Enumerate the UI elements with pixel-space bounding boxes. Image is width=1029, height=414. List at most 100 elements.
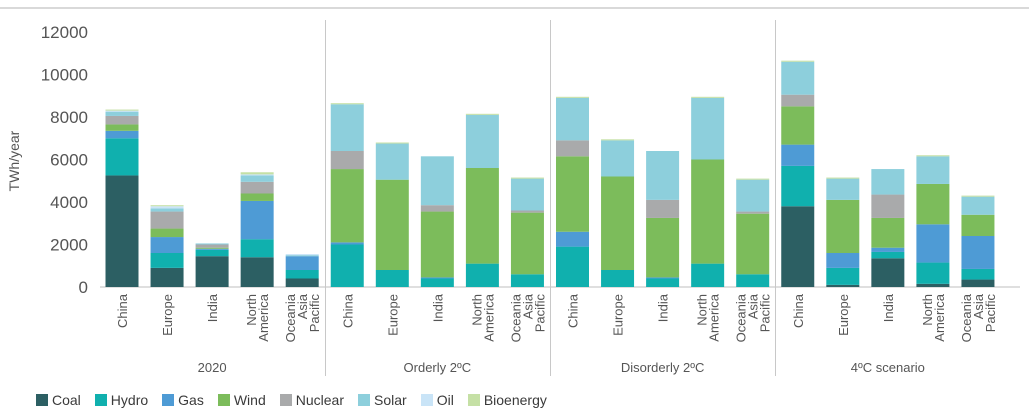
bar-hydro-india bbox=[871, 251, 905, 259]
legend-item-oil: Oil bbox=[420, 392, 454, 408]
bar-hydro-europe bbox=[601, 270, 635, 287]
x-tick-label: Asia bbox=[295, 293, 310, 319]
bar-gas-india bbox=[195, 248, 229, 250]
bar-bioenergy-north-america bbox=[691, 96, 725, 98]
bar-solar-china bbox=[105, 111, 139, 116]
bar-solar-europe bbox=[375, 143, 409, 180]
bar-nuclear-china bbox=[105, 115, 139, 125]
y-tick-label: 6000 bbox=[50, 151, 88, 170]
bar-coal-north-america bbox=[240, 257, 274, 287]
bar-bioenergy-europe bbox=[150, 205, 184, 207]
bar-coal-europe bbox=[826, 284, 860, 287]
bar-solar-oceania-asia-pacific bbox=[736, 179, 770, 212]
legend-label: Oil bbox=[436, 392, 454, 408]
x-tick-label: Europe bbox=[160, 294, 175, 336]
bar-wind-north-america bbox=[691, 159, 725, 264]
legend-label: Hydro bbox=[110, 392, 149, 408]
bar-gas-europe bbox=[150, 237, 184, 253]
x-tick-label: Oceania bbox=[508, 293, 523, 342]
x-tick-label: India bbox=[430, 293, 445, 322]
bar-solar-europe bbox=[150, 208, 184, 212]
x-tick-label: America bbox=[932, 293, 947, 341]
bar-oil-china bbox=[105, 110, 139, 112]
bar-hydro-north-america bbox=[240, 239, 274, 258]
x-tick-label: Pacific bbox=[307, 294, 322, 333]
bar-nuclear-india bbox=[195, 244, 229, 248]
legend-item-gas: Gas bbox=[162, 392, 204, 408]
bar-oil-oceania-asia-pacific bbox=[285, 254, 319, 256]
bar-hydro-china bbox=[781, 165, 815, 207]
legend-label: Gas bbox=[178, 392, 204, 408]
bar-solar-oceania-asia-pacific bbox=[285, 255, 319, 257]
bar-solar-china bbox=[330, 104, 364, 151]
bar-gas-china bbox=[556, 231, 589, 247]
bar-nuclear-india bbox=[420, 205, 454, 212]
bar-wind-north-america bbox=[240, 193, 274, 201]
group-label-3: Disorderly 2ºC bbox=[621, 360, 705, 375]
bar-hydro-india bbox=[646, 278, 680, 287]
bar-hydro-europe bbox=[375, 270, 409, 287]
bar-gas-oceania-asia-pacific bbox=[961, 236, 995, 269]
bar-solar-oceania-asia-pacific bbox=[510, 178, 544, 211]
bar-wind-europe bbox=[150, 228, 184, 238]
group-label-2: Orderly 2ºC bbox=[404, 360, 472, 375]
bar-bioenergy-china bbox=[330, 103, 364, 105]
x-tick-label: Asia bbox=[746, 293, 761, 319]
bar-bioenergy-oceania-asia-pacific bbox=[736, 178, 770, 180]
legend-label: Bioenergy bbox=[483, 392, 547, 408]
bar-hydro-europe bbox=[826, 267, 860, 285]
x-tick-label: America bbox=[707, 293, 722, 341]
bar-wind-north-america bbox=[916, 183, 950, 225]
bar-bioenergy-europe bbox=[601, 139, 635, 141]
x-tick-label: North bbox=[244, 294, 259, 326]
bar-solar-india bbox=[646, 151, 680, 200]
bar-nuclear-north-america bbox=[240, 181, 274, 194]
bar-wind-oceania-asia-pacific bbox=[510, 212, 544, 275]
legend-item-coal: Coal bbox=[36, 392, 81, 408]
y-tick-label: 0 bbox=[79, 278, 88, 297]
bar-hydro-oceania-asia-pacific bbox=[736, 274, 770, 287]
bar-coal-north-america bbox=[916, 283, 950, 287]
bar-bioenergy-europe bbox=[375, 142, 409, 144]
bar-solar-europe bbox=[826, 178, 860, 200]
bar-solar-india bbox=[420, 156, 454, 206]
legend-item-wind: Wind bbox=[217, 392, 266, 408]
bar-oil-north-america bbox=[240, 174, 274, 176]
legend-label: Solar bbox=[374, 392, 407, 408]
bar-coal-europe bbox=[150, 267, 184, 287]
y-tick-label: 4000 bbox=[50, 193, 88, 212]
bar-bioenergy-china bbox=[556, 96, 589, 98]
bar-solar-india bbox=[871, 169, 905, 195]
bar-wind-europe bbox=[826, 199, 860, 253]
bar-bioenergy-europe bbox=[826, 177, 860, 179]
bar-wind-north-america bbox=[465, 168, 499, 264]
bar-solar-north-america bbox=[465, 114, 499, 168]
bar-bioenergy-north-america bbox=[240, 172, 274, 175]
bar-hydro-north-america bbox=[691, 263, 725, 287]
bar-hydro-china bbox=[330, 244, 364, 287]
x-tick-label: Oceania bbox=[734, 293, 749, 342]
bar-hydro-india bbox=[420, 278, 454, 287]
x-tick-label: China bbox=[115, 293, 130, 328]
bar-wind-india bbox=[646, 217, 680, 278]
x-tick-label: Pacific bbox=[532, 294, 547, 333]
legend-swatch bbox=[36, 394, 48, 406]
bar-gas-india bbox=[646, 277, 680, 279]
bar-coal-china bbox=[781, 206, 815, 287]
bar-wind-india bbox=[195, 247, 229, 249]
y-tick-label: 10000 bbox=[41, 66, 88, 85]
bar-gas-china bbox=[330, 242, 364, 245]
x-tick-label: China bbox=[340, 293, 355, 328]
legend-item-solar: Solar bbox=[358, 392, 407, 408]
legend-swatch bbox=[358, 394, 370, 406]
bar-gas-north-america bbox=[916, 224, 950, 263]
x-tick-label: Asia bbox=[971, 293, 986, 319]
bar-nuclear-china bbox=[781, 94, 815, 107]
legend-swatch bbox=[279, 394, 292, 406]
group-label-1: 2020 bbox=[198, 360, 227, 375]
x-tick-label: America bbox=[256, 293, 271, 341]
legend-swatch bbox=[162, 394, 175, 406]
legend-label: Coal bbox=[52, 392, 81, 408]
